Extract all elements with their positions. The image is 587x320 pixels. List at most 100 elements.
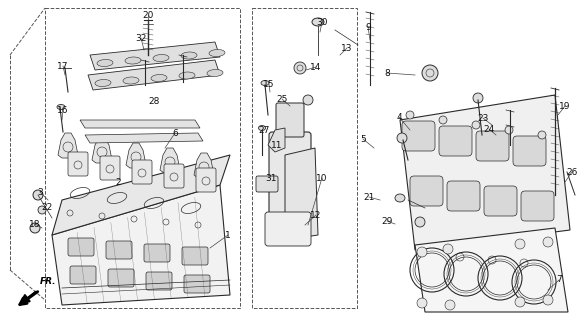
FancyBboxPatch shape (146, 272, 172, 290)
Circle shape (417, 247, 427, 257)
Text: 13: 13 (341, 44, 353, 52)
Text: 1: 1 (225, 230, 231, 239)
Bar (45, 8, 240, 308)
Polygon shape (88, 60, 220, 90)
Text: 8: 8 (384, 68, 390, 77)
Ellipse shape (312, 18, 324, 26)
FancyBboxPatch shape (402, 121, 435, 151)
Polygon shape (52, 185, 230, 305)
Ellipse shape (181, 52, 197, 59)
Text: 10: 10 (316, 173, 328, 182)
FancyBboxPatch shape (106, 241, 132, 259)
Text: 2: 2 (115, 178, 121, 187)
Circle shape (303, 95, 313, 105)
Text: 19: 19 (559, 101, 571, 110)
Circle shape (439, 116, 447, 124)
FancyBboxPatch shape (484, 186, 517, 216)
Polygon shape (400, 95, 570, 250)
Ellipse shape (261, 81, 269, 85)
FancyBboxPatch shape (196, 168, 216, 192)
Circle shape (443, 244, 453, 254)
Circle shape (415, 217, 425, 227)
Circle shape (515, 239, 525, 249)
Circle shape (38, 206, 46, 214)
Text: 27: 27 (258, 125, 269, 134)
FancyBboxPatch shape (144, 244, 170, 262)
Circle shape (543, 237, 553, 247)
Text: 7: 7 (556, 276, 562, 284)
Text: 5: 5 (360, 134, 366, 143)
Polygon shape (58, 133, 78, 158)
Circle shape (294, 62, 306, 74)
Circle shape (538, 131, 546, 139)
Polygon shape (85, 133, 203, 143)
Circle shape (505, 126, 513, 134)
Text: 31: 31 (265, 173, 276, 182)
Text: 21: 21 (363, 193, 375, 202)
FancyBboxPatch shape (269, 132, 311, 218)
Text: 16: 16 (58, 106, 69, 115)
Ellipse shape (153, 54, 169, 61)
Text: 9: 9 (365, 22, 371, 31)
Circle shape (417, 298, 427, 308)
Text: 26: 26 (566, 167, 578, 177)
Polygon shape (415, 228, 568, 312)
FancyBboxPatch shape (184, 275, 210, 293)
Text: 14: 14 (311, 62, 322, 71)
Text: 6: 6 (172, 129, 178, 138)
Ellipse shape (207, 69, 223, 76)
Ellipse shape (395, 194, 405, 202)
FancyBboxPatch shape (68, 152, 88, 176)
FancyBboxPatch shape (100, 156, 120, 180)
Text: 29: 29 (382, 217, 393, 226)
Text: 17: 17 (58, 61, 69, 70)
Circle shape (515, 297, 525, 307)
FancyBboxPatch shape (276, 103, 304, 137)
Ellipse shape (179, 72, 195, 79)
Ellipse shape (258, 125, 265, 131)
FancyBboxPatch shape (108, 269, 134, 287)
FancyBboxPatch shape (70, 266, 96, 284)
Text: 12: 12 (311, 211, 322, 220)
Text: 24: 24 (483, 124, 495, 133)
Polygon shape (285, 148, 318, 240)
Text: 32: 32 (136, 34, 147, 43)
Text: 30: 30 (316, 18, 328, 27)
FancyBboxPatch shape (164, 164, 184, 188)
Polygon shape (90, 42, 220, 70)
Text: 20: 20 (142, 11, 154, 20)
Ellipse shape (279, 217, 301, 233)
Bar (252, 8, 357, 308)
Ellipse shape (95, 79, 111, 86)
Polygon shape (126, 143, 146, 168)
Text: 25: 25 (276, 94, 288, 103)
Circle shape (473, 93, 483, 103)
Text: 22: 22 (41, 203, 53, 212)
Text: 3: 3 (37, 188, 43, 196)
Polygon shape (160, 148, 180, 173)
Polygon shape (52, 155, 230, 235)
Polygon shape (92, 138, 112, 163)
FancyBboxPatch shape (521, 191, 554, 221)
Ellipse shape (209, 50, 225, 57)
FancyBboxPatch shape (182, 247, 208, 265)
FancyBboxPatch shape (439, 126, 472, 156)
Circle shape (406, 111, 414, 119)
Text: 11: 11 (271, 140, 283, 149)
Circle shape (445, 300, 455, 310)
FancyBboxPatch shape (513, 136, 546, 166)
Circle shape (543, 295, 553, 305)
Ellipse shape (123, 77, 139, 84)
Polygon shape (268, 128, 285, 152)
FancyBboxPatch shape (68, 238, 94, 256)
Ellipse shape (57, 105, 65, 109)
FancyBboxPatch shape (265, 212, 311, 246)
FancyBboxPatch shape (447, 181, 480, 211)
Ellipse shape (151, 75, 167, 82)
Circle shape (397, 133, 407, 143)
FancyBboxPatch shape (132, 160, 152, 184)
Text: FR.: FR. (40, 277, 56, 286)
FancyBboxPatch shape (410, 176, 443, 206)
Ellipse shape (97, 60, 113, 67)
Circle shape (472, 121, 480, 129)
